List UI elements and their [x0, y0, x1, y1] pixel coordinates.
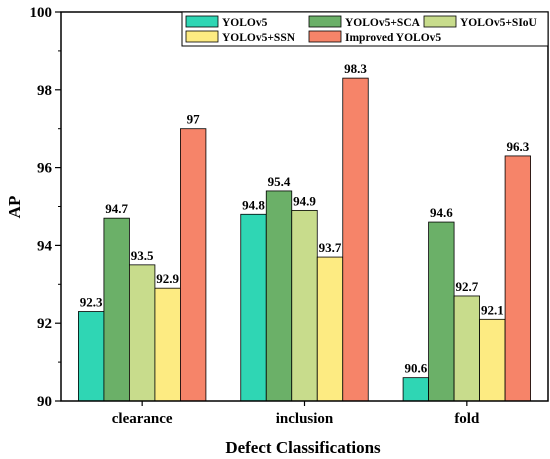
bar-clearance-yolov5	[78, 311, 105, 402]
data-label: 94.9	[293, 193, 316, 208]
x-tick-label: fold	[454, 411, 480, 427]
legend-label: YOLOv5+SCA	[345, 17, 421, 29]
data-labels-layer: 92.3 94.7 93.592.9 97 94.895.494.9 93.7 98.3 90…	[80, 61, 530, 376]
y-axis-title: AP	[5, 196, 24, 219]
y-tick-label: 94	[37, 238, 53, 254]
y-tick-label: 90	[37, 394, 52, 410]
legend: YOLOv5 YOLOv5+SCA YOLOv5+SIoU YOLOv5+SSN Imp…	[181, 11, 549, 47]
x-axis-title: Defect Classifications	[225, 438, 381, 457]
legend-swatch	[308, 15, 342, 28]
bar-inclusion-yolov5	[240, 213, 267, 402]
bar-fold-improved-yolov5	[504, 155, 531, 402]
bar-inclusion-yolov5-ssn	[316, 256, 344, 402]
y-tick-label: 100	[30, 5, 53, 21]
y-tick-label: 96	[37, 161, 53, 177]
legend-swatch	[308, 30, 342, 43]
data-label: 97	[187, 112, 201, 127]
axes-layer: clearance inclusion fold 90 92 94 96 98 100	[30, 5, 549, 427]
legend-label: Improved YOLOv5	[345, 32, 441, 44]
data-label: 94.6	[430, 205, 453, 220]
bar-inclusion-yolov5-sca	[265, 190, 293, 402]
legend-swatch	[185, 15, 219, 28]
bar-clearance-improved-yolov5	[180, 128, 207, 402]
bars-layer	[78, 77, 531, 402]
bar-clearance-yolov5-sca	[103, 217, 130, 402]
legend-swatch	[185, 30, 219, 43]
bar-clearance-yolov5-ssn	[154, 287, 181, 402]
data-label: 94.8	[242, 197, 265, 212]
data-label: 92.3	[80, 295, 103, 310]
data-label: 90.6	[404, 361, 427, 376]
y-tick-label: 92	[37, 316, 52, 332]
data-label: 92.7	[455, 279, 478, 294]
x-tick-label: clearance	[112, 411, 173, 427]
data-label: 93.7	[319, 240, 342, 255]
bar-fold-yolov5-sca	[428, 221, 455, 402]
legend-label: YOLOv5+SSN	[222, 32, 296, 44]
data-label: 92.1	[481, 302, 504, 317]
data-label: 92.9	[156, 271, 179, 286]
x-tick-label: inclusion	[276, 411, 334, 427]
data-label: 96.3	[506, 139, 529, 154]
bar-inclusion-improved-yolov5	[342, 77, 369, 402]
data-label: 95.4	[268, 174, 291, 189]
data-label: 93.5	[131, 248, 154, 263]
y-tick-label: 98	[37, 83, 52, 99]
bar-fold-yolov5	[402, 377, 429, 402]
data-label: 98.3	[344, 61, 367, 76]
legend-swatch	[423, 15, 457, 28]
legend-label: YOLOv5	[222, 17, 268, 29]
bar-inclusion-yolov5-siou	[291, 209, 318, 402]
bar-fold-yolov5-siou	[453, 295, 480, 402]
data-label: 94.7	[105, 201, 128, 216]
bar-clearance-yolov5-siou	[129, 264, 156, 402]
legend-box	[181, 11, 549, 47]
legend-label: YOLOv5+SIoU	[460, 17, 538, 29]
bar-fold-yolov5-ssn	[479, 318, 506, 402]
